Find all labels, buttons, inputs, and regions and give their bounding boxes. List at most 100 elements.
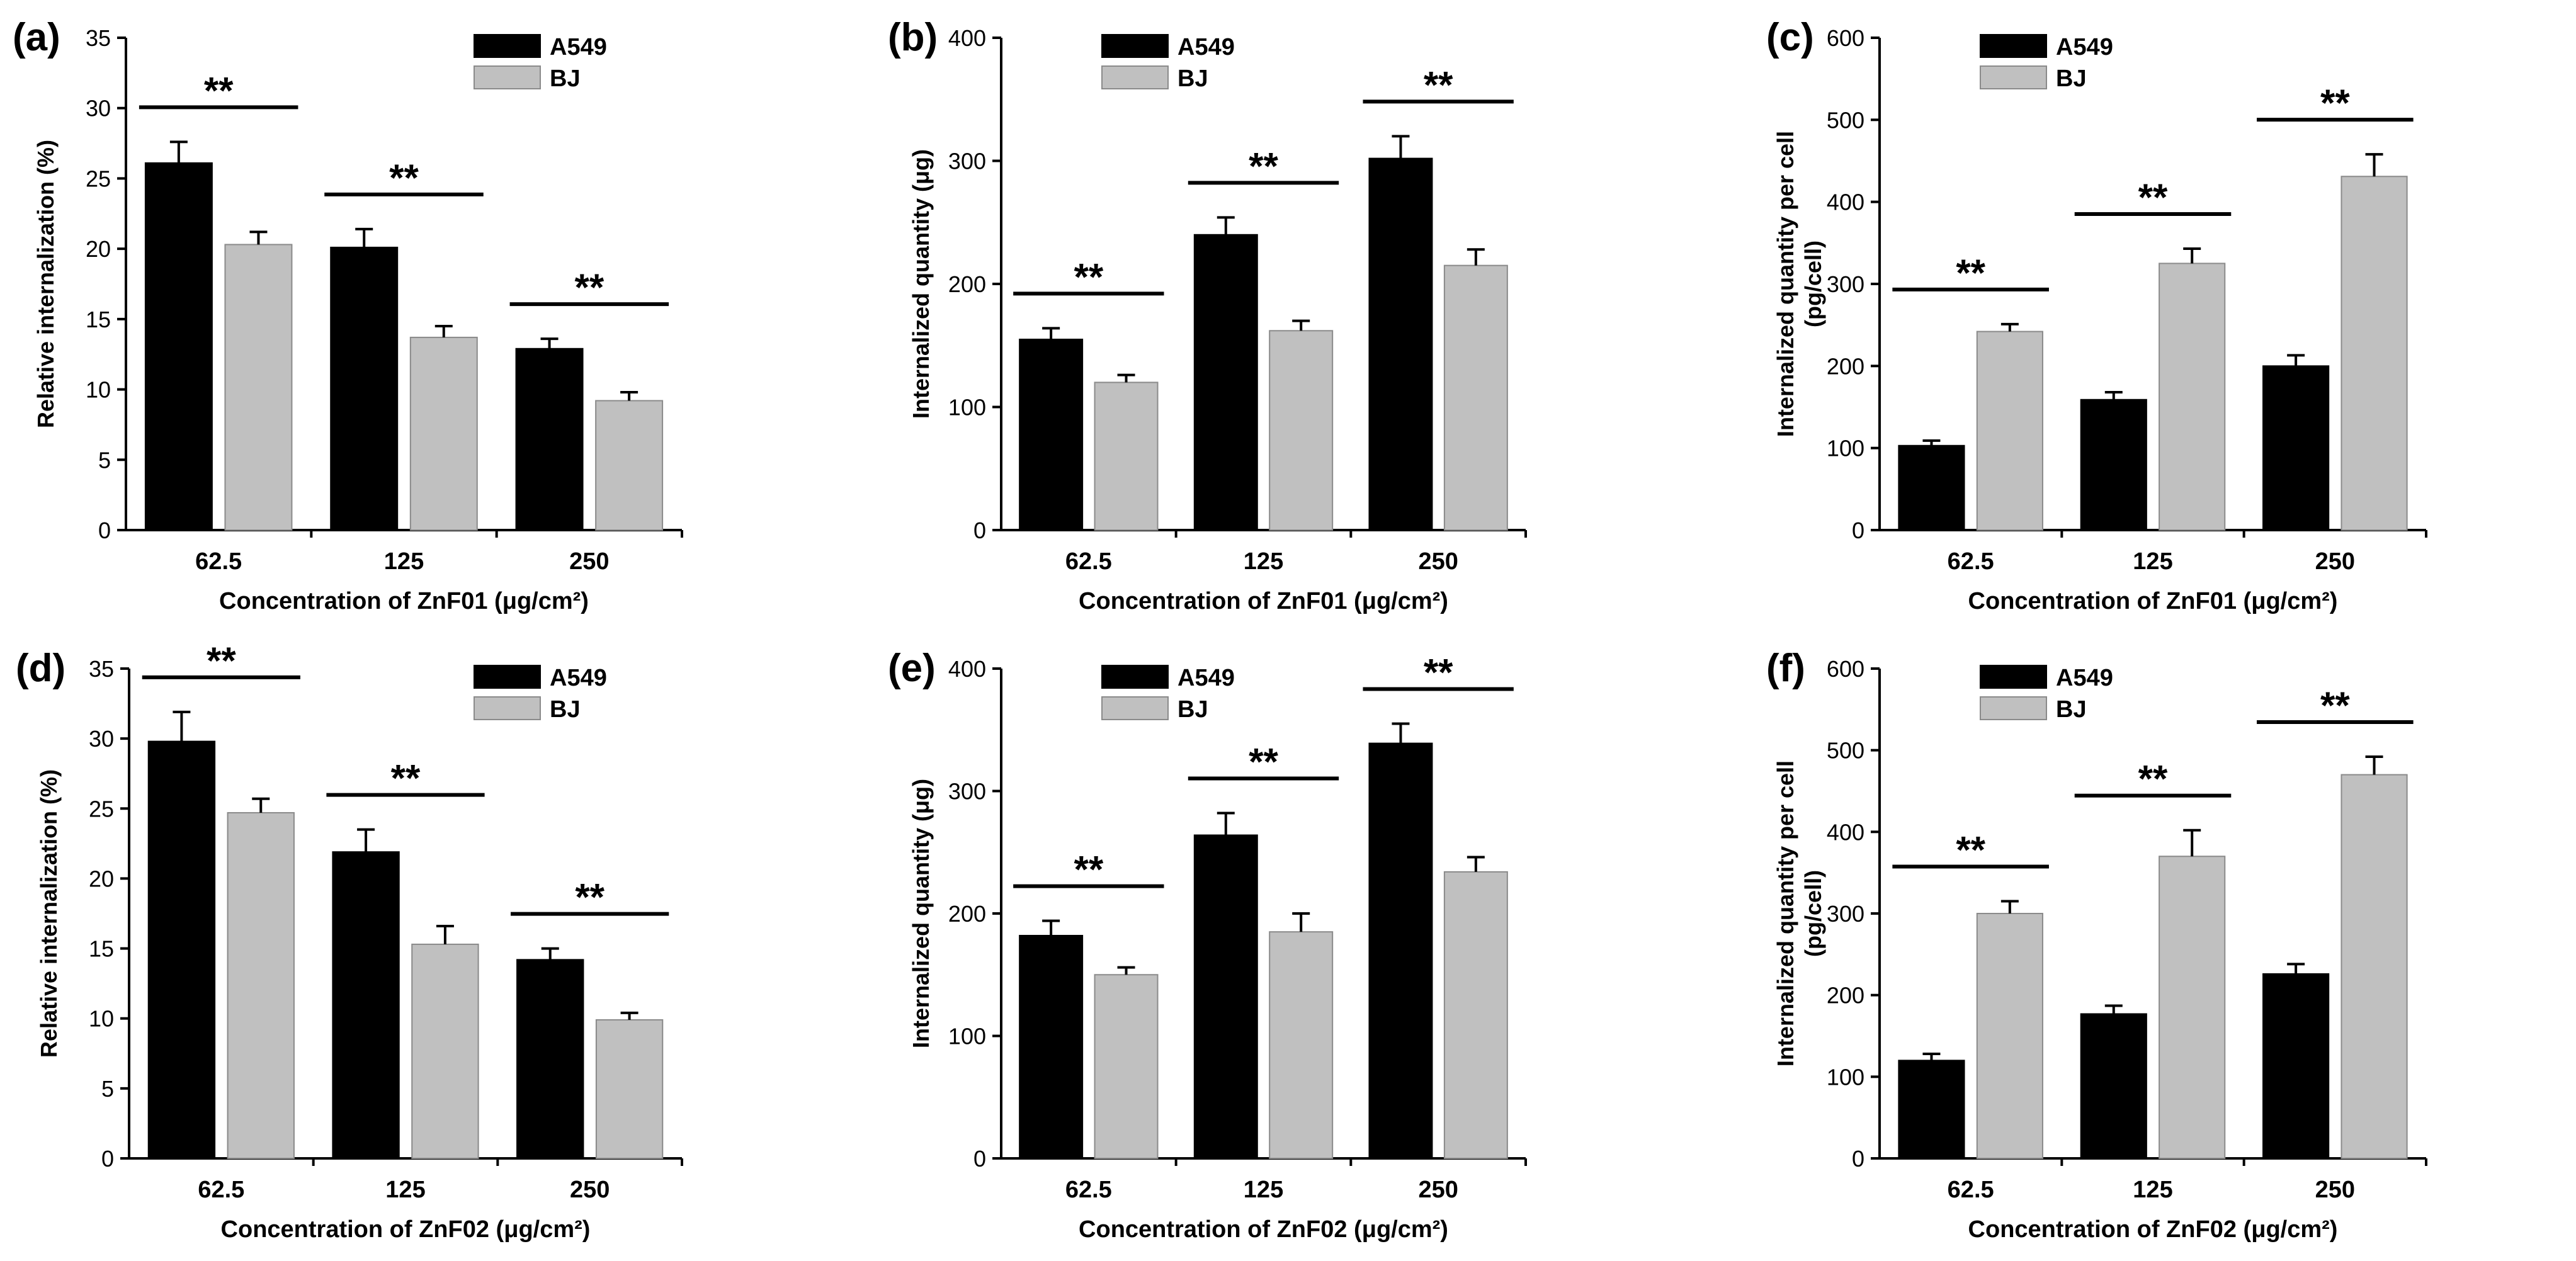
y-tick-label: 25 (86, 166, 111, 191)
x-category-label: 125 (2133, 1177, 2172, 1203)
x-category-label: 62.5 (1065, 1177, 1112, 1203)
bar-bj-250 (1443, 871, 1508, 1159)
bar-a549-62_5 (1019, 338, 1084, 531)
legend-label-a549: A549 (1177, 665, 1235, 691)
y-tick-label: 30 (86, 96, 111, 122)
y-tick-label: 600 (1827, 656, 1864, 682)
y-tick-label: 500 (1827, 107, 1864, 133)
significance-marker: ** (207, 640, 236, 682)
y-tick-label: 0 (1852, 517, 1864, 543)
bar-a549-250 (2262, 973, 2330, 1160)
legend-swatch-bj (1101, 696, 1169, 720)
y-tick-label: 30 (89, 726, 114, 752)
significance-marker: ** (1424, 652, 1453, 694)
bar-bj-250 (1443, 264, 1508, 531)
panel-b: (b) 0 100 200 300 400 ** 62.5 ** 125 ** 250 Concentr… (888, 16, 1527, 614)
x-category-label: 62.5 (1948, 548, 1994, 575)
significance-marker: ** (1249, 145, 1278, 187)
bar-a549-250 (1368, 742, 1433, 1159)
legend-swatch-bj (1101, 65, 1169, 89)
bar-a549-125 (1193, 234, 1258, 531)
significance-marker: ** (1956, 829, 1985, 871)
panel-label: (e) (888, 647, 936, 690)
panel-c: (c) 0 100 200 300 400 500 600 ** 62.5 ** 125 ** 250 Co… (1766, 16, 2427, 614)
y-axis-title: Internalized quantity per cell(pg/cell) (1773, 761, 1826, 1066)
x-category-label: 125 (2133, 548, 2172, 575)
y-tick-label: 25 (89, 796, 114, 822)
panel-label: (f) (1766, 647, 1805, 690)
legend-swatch-bj (474, 65, 541, 89)
legend-swatch-bj (1980, 696, 2047, 720)
bar-a549-250 (516, 959, 584, 1159)
y-axis-title: Internalized quantity (μg) (908, 779, 934, 1048)
bar-bj-62_5 (1094, 382, 1159, 531)
x-category-label: 125 (1244, 548, 1283, 575)
significance-marker: ** (575, 876, 604, 919)
bar-a549-125 (2080, 1013, 2147, 1159)
legend-swatch-a549 (1980, 34, 2047, 58)
y-tick-label: 20 (86, 236, 111, 262)
y-tick-label: 300 (1827, 271, 1864, 297)
panel-label: (b) (888, 16, 938, 59)
bar-bj-62_5 (1094, 974, 1159, 1159)
legend-label-bj: BJ (1177, 696, 1208, 723)
bar-bj-62_5 (1976, 913, 2043, 1159)
y-tick-label: 35 (86, 25, 111, 51)
y-tick-label: 100 (948, 1024, 986, 1049)
bar-bj-125 (409, 336, 478, 531)
y-tick-label: 200 (948, 901, 986, 927)
x-axis-title: Concentration of ZnF02 (μg/cm²) (1968, 1216, 2338, 1243)
legend-label-bj: BJ (550, 696, 581, 723)
x-category-label: 250 (1418, 548, 1458, 575)
bar-a549-62_5 (147, 740, 216, 1160)
legend-label-a549: A549 (1177, 34, 1235, 60)
panel-d: (d) 0 5 10 15 20 25 30 35 ** 62.5 ** 125 ** 250 Concent… (16, 640, 683, 1243)
bar-a549-125 (1193, 834, 1258, 1159)
legend-label-bj: BJ (2056, 65, 2087, 92)
significance-marker: ** (389, 157, 419, 199)
bar-a549-125 (332, 851, 400, 1160)
panel-label: (a) (13, 16, 60, 59)
y-tick-label: 0 (1852, 1146, 1864, 1172)
x-category-label: 250 (2315, 548, 2355, 575)
y-tick-label: 400 (1827, 189, 1864, 215)
y-tick-label: 400 (1827, 819, 1864, 845)
y-tick-label: 5 (98, 447, 111, 473)
bar-bj-250 (2341, 774, 2408, 1159)
bar-a549-250 (1368, 157, 1433, 531)
y-tick-label: 0 (101, 1146, 114, 1172)
panel-e: (e) 0 100 200 300 400 ** 62.5 ** 125 ** 250 Concentr… (888, 647, 1527, 1243)
legend-label-a549: A549 (550, 34, 607, 60)
bar-bj-62_5 (224, 244, 293, 531)
y-tick-label: 0 (98, 517, 111, 543)
bar-a549-62_5 (144, 162, 213, 531)
panel-label: (d) (16, 647, 65, 690)
y-axis-title: Relative internalization (%) (33, 140, 59, 428)
x-axis-title: Concentration of ZnF02 (μg/cm²) (1079, 1216, 1448, 1243)
x-category-label: 250 (569, 548, 609, 575)
bar-bj-250 (595, 400, 664, 531)
legend-label-a549: A549 (2056, 34, 2113, 60)
panel-f: (f) 0 100 200 300 400 500 600 ** 62.5 ** 125 ** 250 Co… (1766, 647, 2427, 1243)
bar-a549-62_5 (1898, 444, 1965, 531)
legend-label-bj: BJ (1177, 65, 1208, 92)
x-category-label: 62.5 (1948, 1177, 1994, 1203)
bar-bj-250 (595, 1019, 664, 1159)
bar-a549-250 (2262, 365, 2330, 531)
x-category-label: 62.5 (195, 548, 242, 575)
x-category-label: 62.5 (198, 1177, 244, 1203)
bar-bj-62_5 (1976, 331, 2043, 531)
y-tick-label: 35 (89, 656, 114, 682)
y-tick-label: 0 (973, 1146, 986, 1172)
bar-bj-125 (2159, 856, 2226, 1159)
x-category-label: 62.5 (1065, 548, 1112, 575)
x-axis-title: Concentration of ZnF01 (μg/cm²) (1079, 588, 1448, 614)
legend-swatch-a549 (1101, 34, 1169, 58)
x-axis-title: Concentration of ZnF02 (μg/cm²) (221, 1216, 591, 1243)
y-tick-label: 100 (948, 395, 986, 421)
significance-marker: ** (2138, 758, 2168, 800)
y-tick-label: 500 (1827, 738, 1864, 764)
legend-swatch-a549 (1101, 665, 1169, 689)
